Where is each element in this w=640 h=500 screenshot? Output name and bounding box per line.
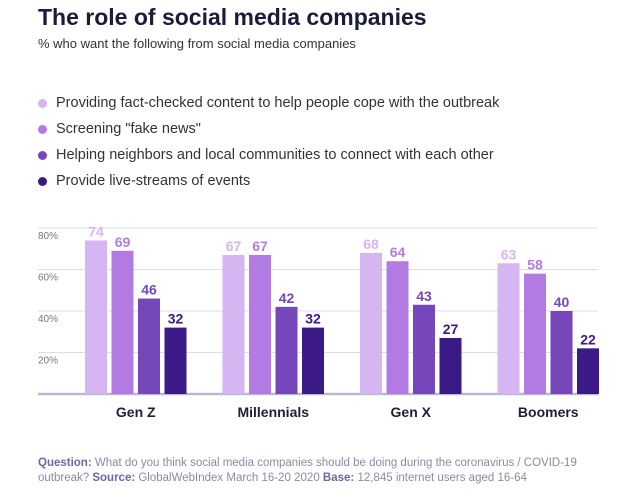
bar: [111, 250, 134, 394]
y-tick-label: 40%: [38, 314, 58, 325]
legend-label: Providing fact-checked content to help p…: [56, 95, 500, 111]
data-label: 74: [88, 223, 104, 239]
bar: [302, 327, 324, 394]
chart-subtitle: % who want the following from social med…: [38, 36, 356, 51]
legend-swatch: [38, 176, 47, 186]
data-label: 58: [527, 257, 543, 273]
legend-label: Helping neighbors and local communities …: [56, 147, 494, 163]
bar: [360, 252, 382, 394]
base-text: 12,845 internet users aged 16-64: [354, 472, 527, 484]
source-label: Source:: [89, 472, 136, 484]
legend: Providing fact-checked content to help p…: [38, 90, 499, 194]
data-label: 42: [279, 290, 295, 306]
y-tick-label: 20%: [38, 356, 58, 367]
data-label: 69: [115, 234, 131, 250]
bar: [275, 306, 298, 394]
legend-item: Helping neighbors and local communities …: [38, 142, 499, 168]
x-tick-label: Gen X: [391, 404, 432, 420]
bar: [249, 254, 271, 394]
data-label: 63: [501, 246, 517, 262]
bar: [524, 273, 546, 394]
source-text: GlobalWebIndex March 16-20 2020: [135, 472, 320, 484]
bar: [164, 327, 187, 394]
legend-item: Screening "fake news": [38, 116, 499, 142]
bar: [386, 261, 409, 394]
bar: [439, 337, 462, 394]
x-tick-label: Gen Z: [116, 404, 156, 420]
footer-note: Question: What do you think social media…: [38, 456, 608, 486]
bar: [550, 311, 573, 394]
bar: [222, 254, 245, 394]
chart-title: The role of social media companies: [38, 4, 427, 30]
legend-swatch: [38, 124, 47, 134]
x-tick-label: Millennials: [237, 404, 309, 420]
data-label: 27: [443, 321, 459, 337]
bar: [413, 304, 435, 394]
legend-item: Providing fact-checked content to help p…: [38, 90, 499, 116]
data-label: 68: [363, 236, 379, 252]
question-label: Question:: [38, 457, 92, 469]
data-label: 40: [554, 294, 570, 310]
legend-item: Provide live-streams of events: [38, 168, 499, 194]
bar: [497, 263, 520, 394]
bar: [138, 298, 160, 394]
base-label: Base:: [319, 472, 355, 484]
y-tick-label: 60%: [38, 273, 58, 284]
legend-swatch: [38, 150, 47, 160]
data-label: 67: [252, 238, 268, 254]
data-label: 64: [390, 244, 406, 260]
bar: [85, 240, 107, 394]
legend-label: Provide live-streams of events: [56, 173, 251, 189]
data-label: 43: [416, 288, 432, 304]
x-tick-label: Boomers: [518, 404, 579, 420]
data-label: 67: [226, 238, 242, 254]
data-label: 32: [168, 311, 184, 327]
question-text: What do you think social media companies…: [38, 457, 577, 484]
data-label: 32: [305, 311, 321, 327]
legend-label: Screening "fake news": [56, 121, 201, 137]
data-label: 46: [141, 282, 157, 298]
data-label: 22: [580, 331, 596, 347]
bar: [577, 348, 599, 394]
legend-swatch: [38, 98, 47, 108]
y-tick-label: 80%: [38, 231, 58, 242]
